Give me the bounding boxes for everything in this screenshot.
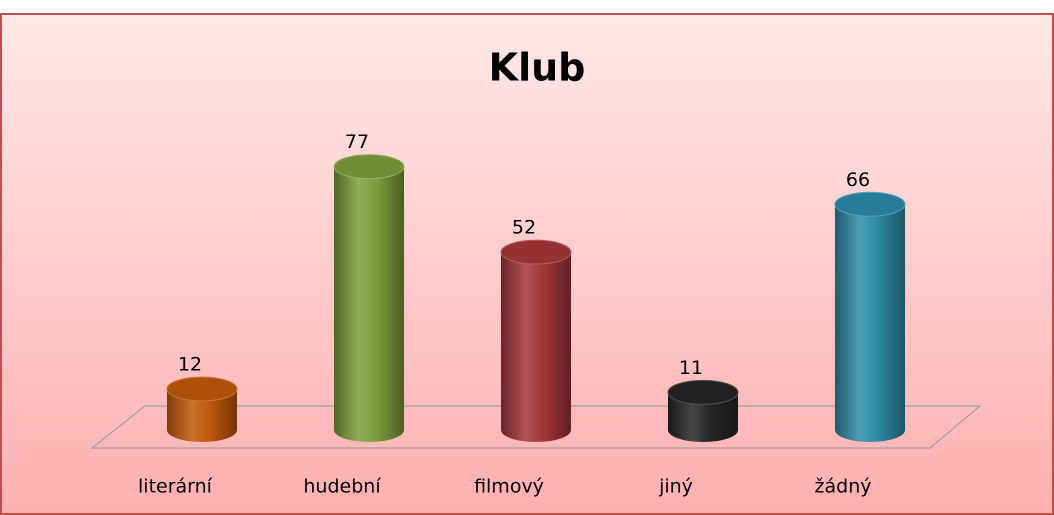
bar [668,392,738,442]
x-tick-label: literární [138,476,213,498]
value-label: 77 [345,131,369,153]
chart-title: Klub [489,46,586,90]
value-label: 11 [679,357,703,379]
bar-top [166,376,238,402]
bar-top [667,379,739,405]
x-tick-label: žádný [815,476,872,498]
floor [90,405,982,449]
bar [835,204,905,442]
bar-top [333,154,405,180]
value-label: 52 [512,217,536,239]
bar-top [834,191,906,217]
bar [334,166,404,442]
x-tick-label: jiný [658,476,693,498]
bar-top [500,239,572,265]
x-tick-label: hudební [303,476,381,498]
bar [501,252,571,442]
value-label: 66 [846,169,870,191]
x-tick-label: filmový [474,476,544,498]
bar [167,388,237,442]
value-label: 12 [178,353,202,375]
